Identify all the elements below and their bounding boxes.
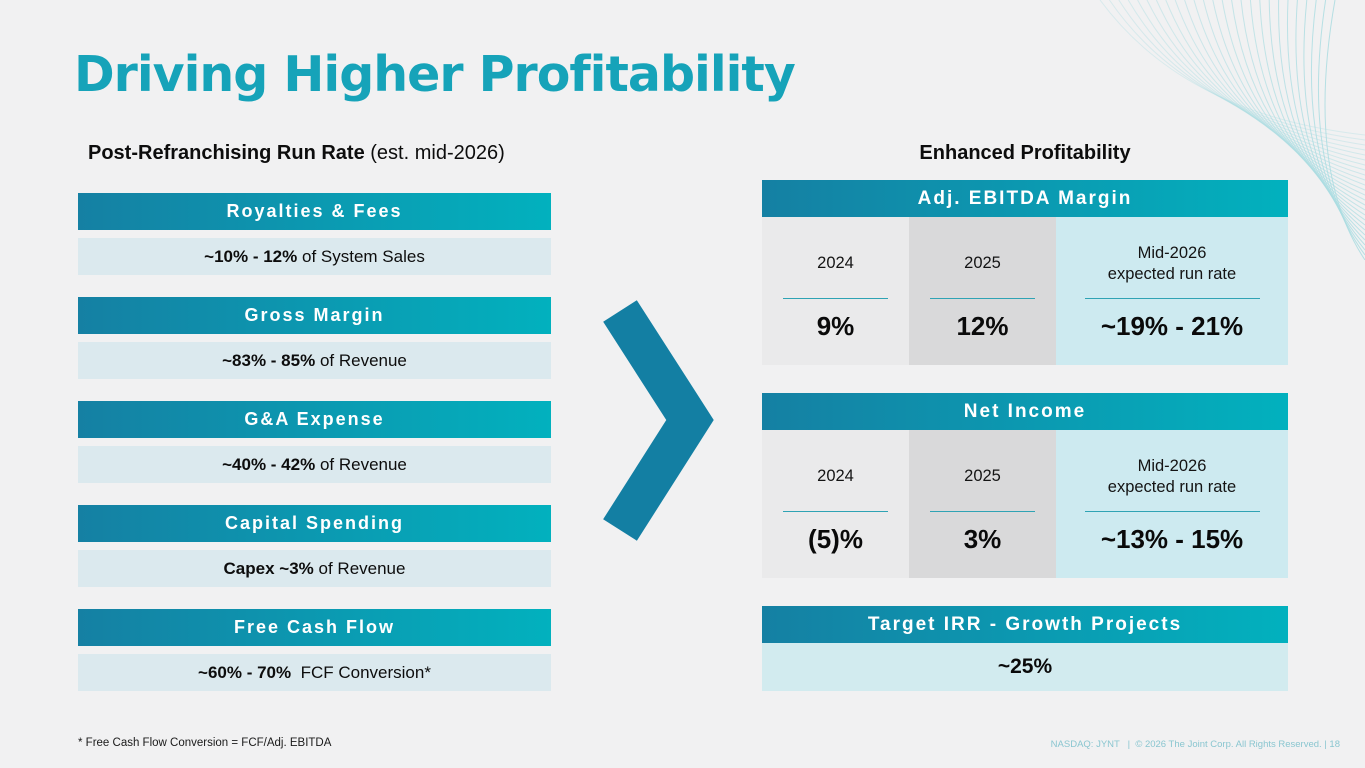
- period-label: Mid-2026 expected run rate: [1108, 454, 1236, 500]
- table-title: Net Income: [762, 393, 1288, 430]
- metric-value: Capex ~3% of Revenue: [78, 550, 551, 587]
- metric-header-label: Free Cash Flow: [78, 609, 551, 646]
- left-panel-heading: Post-Refranchising Run Rate (est. mid-20…: [88, 140, 551, 166]
- cell-value: 12%: [956, 310, 1009, 341]
- period-label: 2024: [817, 454, 854, 500]
- cell-value: 3%: [963, 523, 1002, 554]
- metric-royalties-fees: Royalties & Fees ~10% - 12% of System Sa…: [78, 193, 551, 275]
- table-cell-mid-2026: Mid-2026 expected run rate ~19% - 21%: [1056, 217, 1288, 365]
- period-line: 2025: [964, 254, 1001, 272]
- footer-legal: NASDAQ: JYNT | © 2026 The Joint Corp. Al…: [1050, 739, 1340, 750]
- period-underline: [1084, 510, 1260, 512]
- period-label: 2024: [817, 241, 854, 287]
- metric-value-rest: of Revenue: [315, 350, 407, 370]
- table-cell-2024: 2024 9%: [762, 217, 909, 365]
- table-cell-2025: 2025 12%: [909, 217, 1056, 365]
- metric-header-label: Gross Margin: [78, 297, 551, 334]
- metric-header-label: G&A Expense: [78, 401, 551, 438]
- metric-free-cash-flow: Free Cash Flow ~60% - 70% FCF Conversion…: [78, 609, 551, 691]
- period-line: 2024: [817, 254, 854, 272]
- table-net-income: Net Income 2024 (5)% 2025 3% Mid-2026 exp…: [762, 393, 1288, 578]
- cell-value: 9%: [816, 310, 855, 341]
- metric-value-bold: ~83% - 85%: [222, 350, 316, 370]
- left-heading-main: Post-Refranchising Run Rate: [88, 142, 365, 164]
- table-body: 2024 (5)% 2025 3% Mid-2026 expected run r…: [762, 430, 1288, 578]
- slide-title: Driving Higher Profitability: [74, 46, 796, 103]
- cell-value: (5)%: [808, 523, 863, 554]
- metric-value-bold: ~40% - 42%: [222, 454, 316, 474]
- target-irr-title: Target IRR - Growth Projects: [762, 606, 1288, 643]
- cell-value: ~19% - 21%: [1100, 310, 1244, 341]
- period-line: 2024: [817, 467, 854, 485]
- period-label: 2025: [964, 454, 1001, 500]
- metric-value-rest: FCF Conversion*: [291, 662, 431, 682]
- metric-value-bold: Capex ~3%: [223, 558, 314, 578]
- period-underline: [783, 297, 888, 299]
- left-heading-note: (est. mid-2026): [364, 142, 505, 164]
- metric-header-label: Royalties & Fees: [78, 193, 551, 230]
- metric-ga-expense: G&A Expense ~40% - 42% of Revenue: [78, 401, 551, 483]
- metric-capital-spending: Capital Spending Capex ~3% of Revenue: [78, 505, 551, 587]
- period-underline: [930, 510, 1035, 512]
- metric-value: ~40% - 42% of Revenue: [78, 446, 551, 483]
- metric-header-label: Capital Spending: [78, 505, 551, 542]
- metric-value: ~60% - 70% FCF Conversion*: [78, 654, 551, 691]
- footnote: * Free Cash Flow Conversion = FCF/Adj. E…: [78, 737, 332, 749]
- cell-value: ~13% - 15%: [1100, 523, 1244, 554]
- target-irr-value: ~25%: [762, 643, 1288, 691]
- table-cell-2024: 2024 (5)%: [762, 430, 909, 578]
- table-title: Adj. EBITDA Margin: [762, 180, 1288, 217]
- table-cell-2025: 2025 3%: [909, 430, 1056, 578]
- period-underline: [783, 510, 888, 512]
- period-line: 2025: [964, 467, 1001, 485]
- period-line: Mid-2026: [1137, 456, 1207, 475]
- period-label: Mid-2026 expected run rate: [1108, 241, 1236, 287]
- metric-value-bold: ~10% - 12%: [204, 246, 298, 266]
- metric-value-rest: of Revenue: [315, 454, 407, 474]
- metric-value-rest: of Revenue: [313, 558, 406, 578]
- period-line: Mid-2026: [1137, 243, 1207, 262]
- table-body: 2024 9% 2025 12% Mid-2026 expected run ra…: [762, 217, 1288, 365]
- period-underline: [1084, 297, 1260, 299]
- metric-value: ~10% - 12% of System Sales: [78, 238, 551, 275]
- metric-value-bold: ~60% - 70%: [198, 662, 292, 682]
- metric-value-rest: of System Sales: [297, 246, 425, 266]
- right-panel-heading: Enhanced Profitability: [919, 142, 1131, 164]
- table-cell-mid-2026: Mid-2026 expected run rate ~13% - 15%: [1056, 430, 1288, 578]
- metric-value: ~83% - 85% of Revenue: [78, 342, 551, 379]
- period-line: expected run rate: [1107, 477, 1237, 496]
- period-underline: [930, 297, 1035, 299]
- metric-gross-margin: Gross Margin ~83% - 85% of Revenue: [78, 297, 551, 379]
- table-adj-ebitda-margin: Adj. EBITDA Margin 2024 9% 2025 12% Mid-…: [762, 180, 1288, 365]
- chevron-right-icon: [603, 300, 714, 541]
- left-panel: Post-Refranchising Run Rate (est. mid-20…: [78, 140, 551, 713]
- corner-waves-decoration: [1099, 0, 1365, 260]
- period-line: expected run rate: [1107, 264, 1237, 283]
- right-panel: Enhanced Profitability Adj. EBITDA Margi…: [762, 140, 1288, 691]
- period-label: 2025: [964, 241, 1001, 287]
- target-irr-block: Target IRR - Growth Projects ~25%: [762, 606, 1288, 691]
